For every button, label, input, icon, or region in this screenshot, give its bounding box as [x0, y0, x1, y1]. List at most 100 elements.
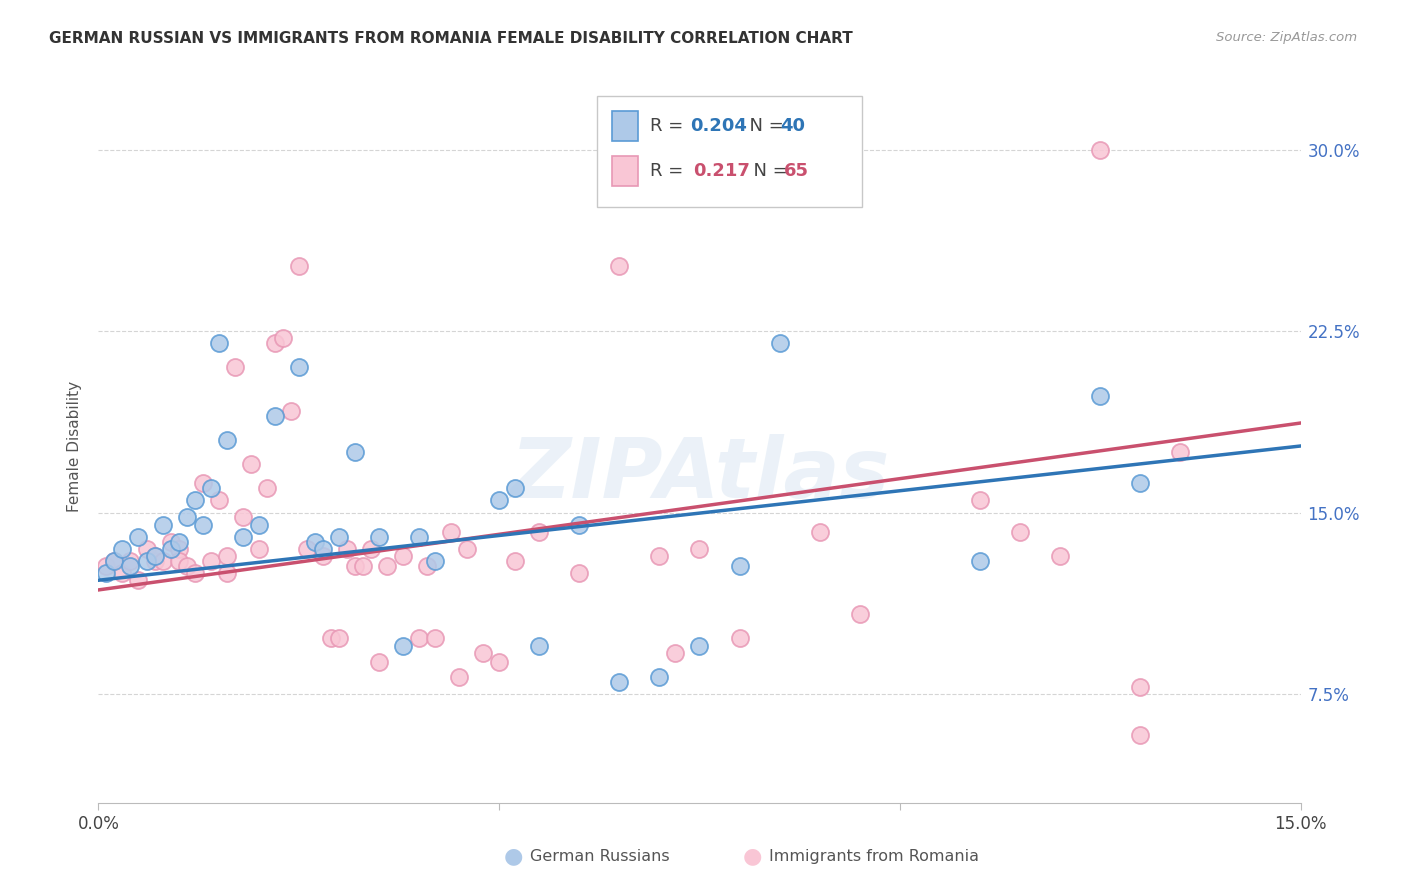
Point	[159, 541, 181, 556]
Text: R =: R =	[650, 118, 689, 136]
Point	[360, 541, 382, 556]
Point	[1010, 524, 1032, 539]
Point	[568, 566, 591, 580]
Point	[312, 549, 335, 563]
Point	[183, 493, 205, 508]
Point	[728, 632, 751, 646]
Point	[215, 566, 238, 580]
Point	[103, 554, 125, 568]
Point	[111, 541, 134, 556]
Bar	[612, 156, 638, 186]
Point	[143, 554, 166, 568]
Point	[143, 549, 166, 563]
Text: Immigrants from Romania: Immigrants from Romania	[769, 849, 979, 863]
Point	[239, 457, 262, 471]
Point	[336, 541, 359, 556]
Point	[1049, 549, 1071, 563]
Point	[849, 607, 872, 621]
Point	[1170, 445, 1192, 459]
Bar	[612, 112, 638, 141]
Point	[375, 558, 398, 573]
Point	[609, 259, 631, 273]
Point	[159, 534, 181, 549]
Point	[609, 674, 631, 689]
Point	[183, 566, 205, 580]
Point	[176, 510, 198, 524]
Point	[143, 549, 166, 563]
Point	[568, 517, 591, 532]
Point	[103, 554, 125, 568]
Point	[769, 336, 792, 351]
Point	[808, 524, 831, 539]
Point	[256, 481, 278, 495]
Point	[120, 554, 142, 568]
Point	[232, 510, 254, 524]
Point	[247, 517, 270, 532]
Point	[128, 530, 150, 544]
Point	[1129, 728, 1152, 742]
Point	[263, 336, 285, 351]
Point	[152, 517, 174, 532]
Point	[152, 554, 174, 568]
Point	[416, 558, 439, 573]
Point	[167, 554, 190, 568]
Point	[312, 541, 335, 556]
Point	[529, 639, 551, 653]
Point	[392, 639, 415, 653]
Point	[224, 360, 246, 375]
Point	[728, 558, 751, 573]
Point	[392, 549, 415, 563]
Point	[128, 574, 150, 588]
Point	[423, 554, 446, 568]
Point	[488, 493, 510, 508]
Text: GERMAN RUSSIAN VS IMMIGRANTS FROM ROMANIA FEMALE DISABILITY CORRELATION CHART: GERMAN RUSSIAN VS IMMIGRANTS FROM ROMANI…	[49, 31, 853, 46]
Point	[343, 445, 366, 459]
Point	[408, 632, 430, 646]
Point	[232, 530, 254, 544]
Point	[472, 646, 495, 660]
Text: R =: R =	[650, 162, 695, 180]
Point	[200, 554, 222, 568]
Point	[135, 554, 157, 568]
Point	[1088, 389, 1111, 403]
Point	[288, 360, 311, 375]
Text: ZIPAtlas: ZIPAtlas	[510, 434, 889, 515]
Point	[135, 541, 157, 556]
Point	[503, 481, 526, 495]
Point	[263, 409, 285, 423]
Point	[167, 534, 190, 549]
Text: German Russians: German Russians	[530, 849, 669, 863]
Point	[529, 524, 551, 539]
Text: ●: ●	[742, 847, 762, 866]
Point	[648, 549, 671, 563]
Point	[167, 541, 190, 556]
Point	[423, 632, 446, 646]
Point	[689, 541, 711, 556]
Text: 0.204: 0.204	[690, 118, 747, 136]
Text: N =: N =	[741, 162, 793, 180]
Text: N =: N =	[738, 118, 789, 136]
Point	[191, 517, 214, 532]
Point	[247, 541, 270, 556]
Point	[96, 558, 118, 573]
Point	[1088, 143, 1111, 157]
Point	[352, 558, 374, 573]
Text: 65: 65	[783, 162, 808, 180]
Point	[215, 549, 238, 563]
Point	[191, 476, 214, 491]
Y-axis label: Female Disability: Female Disability	[67, 380, 83, 512]
FancyBboxPatch shape	[598, 96, 862, 207]
Point	[440, 524, 463, 539]
Point	[328, 632, 350, 646]
Text: Source: ZipAtlas.com: Source: ZipAtlas.com	[1216, 31, 1357, 45]
Point	[200, 481, 222, 495]
Point	[1129, 680, 1152, 694]
Point	[368, 656, 391, 670]
Point	[408, 530, 430, 544]
Point	[648, 670, 671, 684]
Point	[319, 632, 342, 646]
Point	[288, 259, 311, 273]
Text: 40: 40	[780, 118, 806, 136]
Point	[96, 566, 118, 580]
Point	[769, 143, 792, 157]
